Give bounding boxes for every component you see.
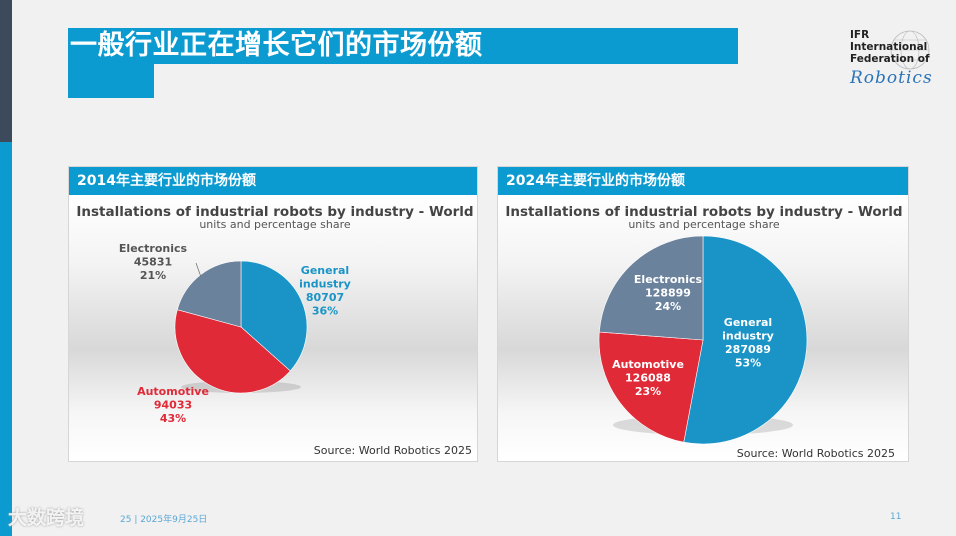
slice-label-general: General industry 287089 53%	[722, 316, 774, 370]
slice-label-line: 80707	[306, 291, 344, 304]
slice-label-line: 36%	[312, 305, 338, 318]
slice-label-electronics: Electronics 45831 21%	[119, 242, 188, 282]
left-accent-bar-blue	[0, 142, 12, 536]
slice-label-line: Automotive	[137, 385, 209, 398]
slice-label-line: General	[301, 264, 349, 277]
pie-slice-automotive	[598, 331, 704, 443]
chart-subtitle: units and percentage share	[628, 218, 780, 231]
logo-line-1: IFR	[850, 29, 870, 41]
slice-label-line: 94033	[154, 399, 192, 412]
page-number: 11	[890, 512, 902, 522]
chart-source: Source: World Robotics 2025	[314, 444, 472, 457]
logo-line-4: Robotics	[850, 68, 933, 88]
pie-chart-2014: Installations of industrial robots by in…	[76, 204, 473, 457]
slice-label-automotive: Automotive 94033 43%	[137, 385, 209, 425]
chart-title: Installations of industrial robots by in…	[505, 204, 902, 220]
slice-label-line: 287089	[725, 343, 771, 356]
slice-label-general: General industry 80707 36%	[299, 264, 351, 318]
leader-line	[195, 262, 202, 278]
chart-panel-2014: 2014年主要行业的市场份额 Installations of industri…	[68, 166, 478, 462]
pie-slice-general	[240, 260, 308, 372]
pie-slice-electronics	[598, 235, 704, 341]
chart-subtitle: units and percentage share	[199, 218, 351, 231]
slice-label-line: 24%	[655, 300, 681, 313]
globe-icon	[890, 30, 930, 70]
panel-header-2024: 2024年主要行业的市场份额	[498, 167, 908, 195]
logo-line-2: International	[850, 41, 928, 53]
logo-line-3: Federation of	[850, 53, 930, 65]
slice-label-line: 21%	[140, 269, 166, 282]
watermark: 大数跨境	[8, 507, 85, 529]
footer-text: 25 | 2025年9月25日	[120, 515, 208, 525]
title-band	[68, 28, 738, 64]
slice-label-line: 126088	[625, 372, 671, 385]
pie-slice-general	[683, 235, 808, 445]
slice-label-line: 128899	[645, 287, 691, 300]
slice-label-line: industry	[299, 278, 351, 291]
page-title: 一般行业正在增长它们的市场份额	[70, 30, 483, 61]
slice-label-line: Electronics	[119, 242, 188, 255]
title-band-tab	[68, 64, 154, 98]
slice-label-electronics: Electronics 128899 24%	[634, 273, 703, 313]
slice-label-line: 45831	[134, 256, 172, 269]
pie-slice-automotive	[174, 309, 291, 394]
slice-label-line: Automotive	[612, 358, 684, 371]
slice-label-line: industry	[722, 330, 774, 343]
chart-title: Installations of industrial robots by in…	[76, 204, 473, 220]
pie-slice-electronics	[176, 260, 242, 328]
slice-label-automotive: Automotive 126088 23%	[612, 358, 684, 398]
chart-panel-2024: 2024年主要行业的市场份额 Installations of industri…	[497, 166, 909, 462]
slice-label-line: 53%	[735, 357, 761, 370]
pie-chart-2024: Installations of industrial robots by in…	[505, 204, 902, 460]
slice-label-line: 43%	[160, 412, 186, 425]
slice-label-line: 23%	[635, 385, 661, 398]
panel-header-2014: 2014年主要行业的市场份额	[69, 167, 477, 195]
left-accent-bar-dark	[0, 0, 12, 142]
chart-source: Source: World Robotics 2025	[737, 447, 895, 460]
slice-label-line: General	[724, 316, 772, 329]
slice-label-line: Electronics	[634, 273, 703, 286]
ifr-logo: IFR International Federation of Robotics	[848, 30, 940, 90]
